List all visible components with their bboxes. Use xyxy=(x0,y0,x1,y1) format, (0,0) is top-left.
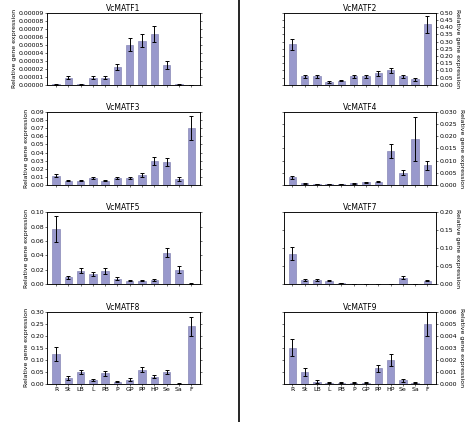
Bar xyxy=(114,381,121,384)
Bar xyxy=(77,84,84,85)
Bar xyxy=(387,70,394,85)
Bar xyxy=(424,165,431,184)
Bar xyxy=(101,78,109,85)
Bar xyxy=(175,84,182,85)
Bar xyxy=(89,78,97,85)
Bar xyxy=(126,45,134,85)
Bar xyxy=(399,173,407,184)
Bar xyxy=(52,229,60,284)
Bar xyxy=(126,178,134,184)
Bar xyxy=(175,179,182,184)
Bar xyxy=(289,177,296,184)
Bar xyxy=(374,182,382,184)
Bar xyxy=(126,281,134,284)
Y-axis label: Relative gene expression: Relative gene expression xyxy=(455,9,460,88)
Bar xyxy=(101,373,109,384)
Bar xyxy=(289,348,296,384)
Bar xyxy=(374,73,382,85)
Title: VcMATF5: VcMATF5 xyxy=(106,203,141,212)
Bar xyxy=(151,280,158,284)
Bar xyxy=(289,254,296,284)
Bar xyxy=(399,278,407,284)
Bar xyxy=(101,271,109,284)
Y-axis label: Relative gene expression: Relative gene expression xyxy=(459,109,464,188)
Bar xyxy=(138,41,146,85)
Bar xyxy=(399,76,407,85)
Bar xyxy=(313,76,320,85)
Title: VcMATF4: VcMATF4 xyxy=(343,103,377,112)
Bar xyxy=(338,81,345,85)
Bar xyxy=(126,380,134,384)
Bar xyxy=(52,176,60,184)
Bar xyxy=(188,128,195,184)
Bar xyxy=(138,175,146,184)
Bar xyxy=(301,280,308,284)
Bar xyxy=(77,372,84,384)
Bar xyxy=(52,84,60,85)
Title: VcMATF8: VcMATF8 xyxy=(107,303,141,312)
Bar xyxy=(424,324,431,384)
Bar xyxy=(313,280,320,284)
Bar xyxy=(374,368,382,384)
Bar xyxy=(64,277,72,284)
Bar xyxy=(399,380,407,384)
Bar xyxy=(188,326,195,384)
Y-axis label: Relative gene expression: Relative gene expression xyxy=(24,308,29,387)
Bar xyxy=(338,383,345,384)
Bar xyxy=(114,178,121,184)
Bar xyxy=(138,370,146,384)
Bar xyxy=(411,139,419,184)
Bar xyxy=(151,377,158,384)
Bar xyxy=(338,283,345,284)
Bar xyxy=(64,78,72,85)
Bar xyxy=(350,76,357,85)
Bar xyxy=(326,383,333,384)
Bar xyxy=(89,178,97,184)
Y-axis label: Relative gene expression: Relative gene expression xyxy=(24,109,29,188)
Bar xyxy=(289,44,296,85)
Y-axis label: Relative gene expression: Relative gene expression xyxy=(24,208,29,288)
Title: VcMATF7: VcMATF7 xyxy=(343,203,377,212)
Bar xyxy=(64,181,72,184)
Bar xyxy=(101,181,109,184)
Bar xyxy=(362,383,370,384)
Bar xyxy=(362,182,370,184)
Bar xyxy=(77,271,84,284)
Bar xyxy=(313,381,320,384)
Bar xyxy=(326,82,333,85)
Bar xyxy=(163,252,170,284)
Bar xyxy=(151,34,158,85)
Bar xyxy=(114,67,121,85)
Bar xyxy=(362,76,370,85)
Bar xyxy=(89,380,97,384)
Y-axis label: Relative gene expression: Relative gene expression xyxy=(455,208,460,288)
Bar xyxy=(411,79,419,85)
Y-axis label: Relative gene expression: Relative gene expression xyxy=(12,9,17,88)
Bar xyxy=(424,24,431,85)
Title: VcMATF9: VcMATF9 xyxy=(343,303,377,312)
Bar xyxy=(387,360,394,384)
Bar xyxy=(64,378,72,384)
Bar xyxy=(114,279,121,284)
Bar xyxy=(350,383,357,384)
Title: VcMATF3: VcMATF3 xyxy=(106,103,141,112)
Bar xyxy=(326,281,333,284)
Bar xyxy=(163,372,170,384)
Bar xyxy=(424,281,431,284)
Bar xyxy=(89,274,97,284)
Bar xyxy=(175,270,182,284)
Y-axis label: Relative gene expression: Relative gene expression xyxy=(459,308,464,387)
Bar xyxy=(301,372,308,384)
Title: VcMATF2: VcMATF2 xyxy=(343,3,377,13)
Title: VcMATF1: VcMATF1 xyxy=(107,3,141,13)
Bar xyxy=(411,383,419,384)
Bar xyxy=(138,281,146,284)
Bar xyxy=(163,65,170,85)
Bar xyxy=(387,151,394,184)
Bar xyxy=(77,181,84,184)
Bar xyxy=(52,354,60,384)
Bar xyxy=(301,76,308,85)
Bar xyxy=(151,161,158,184)
Bar xyxy=(163,162,170,184)
